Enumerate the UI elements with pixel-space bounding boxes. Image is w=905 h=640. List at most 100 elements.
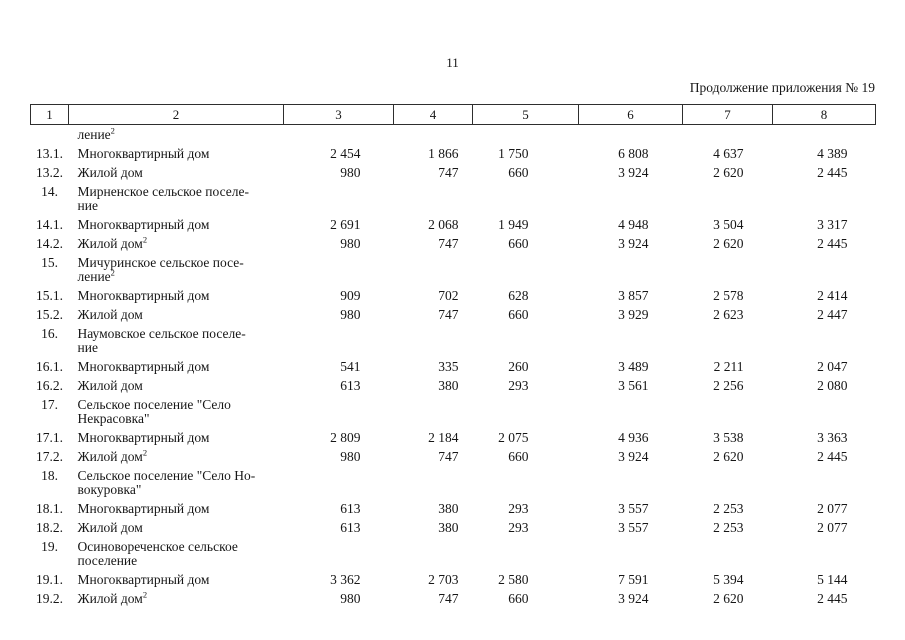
column-number-header: 8 [772, 104, 876, 125]
row-name-text: ние [77, 198, 98, 213]
row-number-cell: 18. [31, 469, 69, 502]
row-number-cell: 19.2. [31, 592, 69, 611]
value-cell-col8: 5 144 [817, 572, 848, 587]
value-cell-col3: 541 [340, 359, 361, 374]
value-cell-col6: 3 561 [618, 378, 649, 393]
row-number: 18.1. [36, 501, 63, 516]
row-name-cell: Жилой дом [69, 308, 284, 327]
row-number: 17.1. [36, 430, 63, 445]
row-name-line: ние [78, 199, 284, 213]
value-cell-col4 [394, 398, 473, 431]
value-cell-col3: 2 454 [330, 146, 361, 161]
value-cell-col4 [394, 125, 473, 148]
value-cell-col4 [394, 256, 473, 289]
row-name-text: Жилой дом [77, 165, 143, 180]
value-cell-col3 [284, 125, 394, 148]
value-cell-col7: 3 504 [713, 217, 744, 232]
value-cell-col8: 2 447 [817, 307, 848, 322]
row-name-text: Жилой дом [77, 520, 143, 535]
value-cell-col5: 2 075 [498, 430, 529, 445]
row-number: 18. [41, 468, 58, 483]
value-cell-col6: 4 936 [618, 430, 649, 445]
row-name-cell: Многоквартирный дом [69, 502, 284, 521]
row-number-cell: 15.2. [31, 308, 69, 327]
value-cell-col7: 3 538 [713, 430, 744, 445]
value-cell-col7 [683, 398, 773, 431]
row-name-text: Мирненское сельское поселе- [77, 184, 249, 199]
value-cell-col3: 909 [340, 288, 361, 303]
row-number: 16. [41, 326, 58, 341]
value-cell-col7: 2 620 [713, 591, 744, 606]
value-cell-col8: 2 445 [817, 449, 848, 464]
row-number-cell [31, 125, 69, 148]
value-cell-col5 [473, 125, 579, 148]
row-number: 14.2. [36, 236, 63, 251]
value-cell-col4: 335 [438, 359, 459, 374]
value-cell-col4: 2 703 [428, 572, 459, 587]
row-number-cell: 13.1. [31, 147, 69, 166]
value-cell-col8 [773, 540, 876, 573]
row-number: 15.1. [36, 288, 63, 303]
row-name-text: Осиновореченское сельское [77, 539, 238, 554]
value-cell-col3: 613 [340, 378, 361, 393]
value-cell-col6: 3 924 [618, 236, 649, 251]
table-row: 14. Мирненское сельское поселе-ние [31, 185, 876, 218]
row-name-text: ние [77, 340, 98, 355]
value-cell-col5: 1 750 [498, 146, 529, 161]
value-cell-col7 [683, 256, 773, 289]
value-cell-col5 [473, 185, 579, 218]
footnote-superscript: 2 [142, 589, 148, 600]
value-cell-col8 [773, 256, 876, 289]
table-header: 1 2 3 4 5 6 7 8 [30, 104, 876, 125]
row-name-cell: Сельское поселение "Село Но-вокуровка" [69, 469, 284, 502]
value-cell-col4 [394, 540, 473, 573]
row-name-line: Многоквартирный дом [78, 573, 284, 587]
table-row: 19.1. Многоквартирный дом 3 362 2 703 2 … [31, 573, 876, 592]
column-number-header: 6 [578, 104, 683, 125]
row-name-cell: Многоквартирный дом [69, 218, 284, 237]
table-row: 19.2. Жилой дом2 980 747 660 3 924 2 620… [31, 589, 876, 611]
footnote-superscript: 2 [142, 447, 148, 458]
table-row: 18.1. Многоквартирный дом 613 380 293 3 … [31, 502, 876, 521]
column-number-header: 2 [68, 104, 284, 125]
row-name-cell: Жилой дом2 [69, 589, 284, 611]
value-cell-col8: 2 080 [817, 378, 848, 393]
row-number-cell: 14. [31, 185, 69, 218]
value-cell-col7: 2 620 [713, 449, 744, 464]
value-cell-col6: 3 924 [618, 165, 649, 180]
row-name-text: Жилой дом [77, 236, 143, 251]
value-cell-col4: 747 [438, 236, 459, 251]
value-cell-col7 [683, 469, 773, 502]
row-name-text: Сельское поселение "Село [77, 397, 231, 412]
row-name-cell: Жилой дом [69, 521, 284, 540]
table-row: 15.1. Многоквартирный дом 909 702 628 3 … [31, 289, 876, 308]
value-cell-col5: 660 [508, 307, 529, 322]
value-cell-col3: 980 [340, 307, 361, 322]
table-row: 16. Наумовское сельское поселе-ние [31, 327, 876, 360]
row-number-cell: 18.2. [31, 521, 69, 540]
row-name-line: Осиновореченское сельское [78, 540, 284, 554]
row-name-cell: Наумовское сельское поселе-ние [69, 327, 284, 360]
value-cell-col6: 3 929 [618, 307, 649, 322]
row-name-text: ление [77, 269, 111, 284]
value-cell-col3 [284, 540, 394, 573]
value-cell-col3 [284, 185, 394, 218]
value-cell-col8 [773, 185, 876, 218]
table-row: 15.2. Жилой дом 980 747 660 3 929 2 623 … [31, 308, 876, 327]
row-number-cell: 17.2. [31, 450, 69, 469]
value-cell-col4 [394, 469, 473, 502]
row-number-cell: 16.1. [31, 360, 69, 379]
row-name-cell: Жилой дом2 [69, 235, 284, 256]
value-cell-col5: 660 [508, 236, 529, 251]
value-cell-col3: 2 691 [330, 217, 361, 232]
table-row: 15. Мичуринское сельское посе-ление2 [31, 256, 876, 289]
page-number: 11 [446, 55, 459, 70]
value-cell-col4: 747 [438, 165, 459, 180]
value-cell-col8: 2 077 [817, 501, 848, 516]
value-cell-col4 [394, 185, 473, 218]
value-cell-col6: 3 489 [618, 359, 649, 374]
value-cell-col4 [394, 327, 473, 360]
value-cell-col3: 980 [340, 591, 361, 606]
value-cell-col5: 660 [508, 449, 529, 464]
value-cell-col8: 3 363 [817, 430, 848, 445]
